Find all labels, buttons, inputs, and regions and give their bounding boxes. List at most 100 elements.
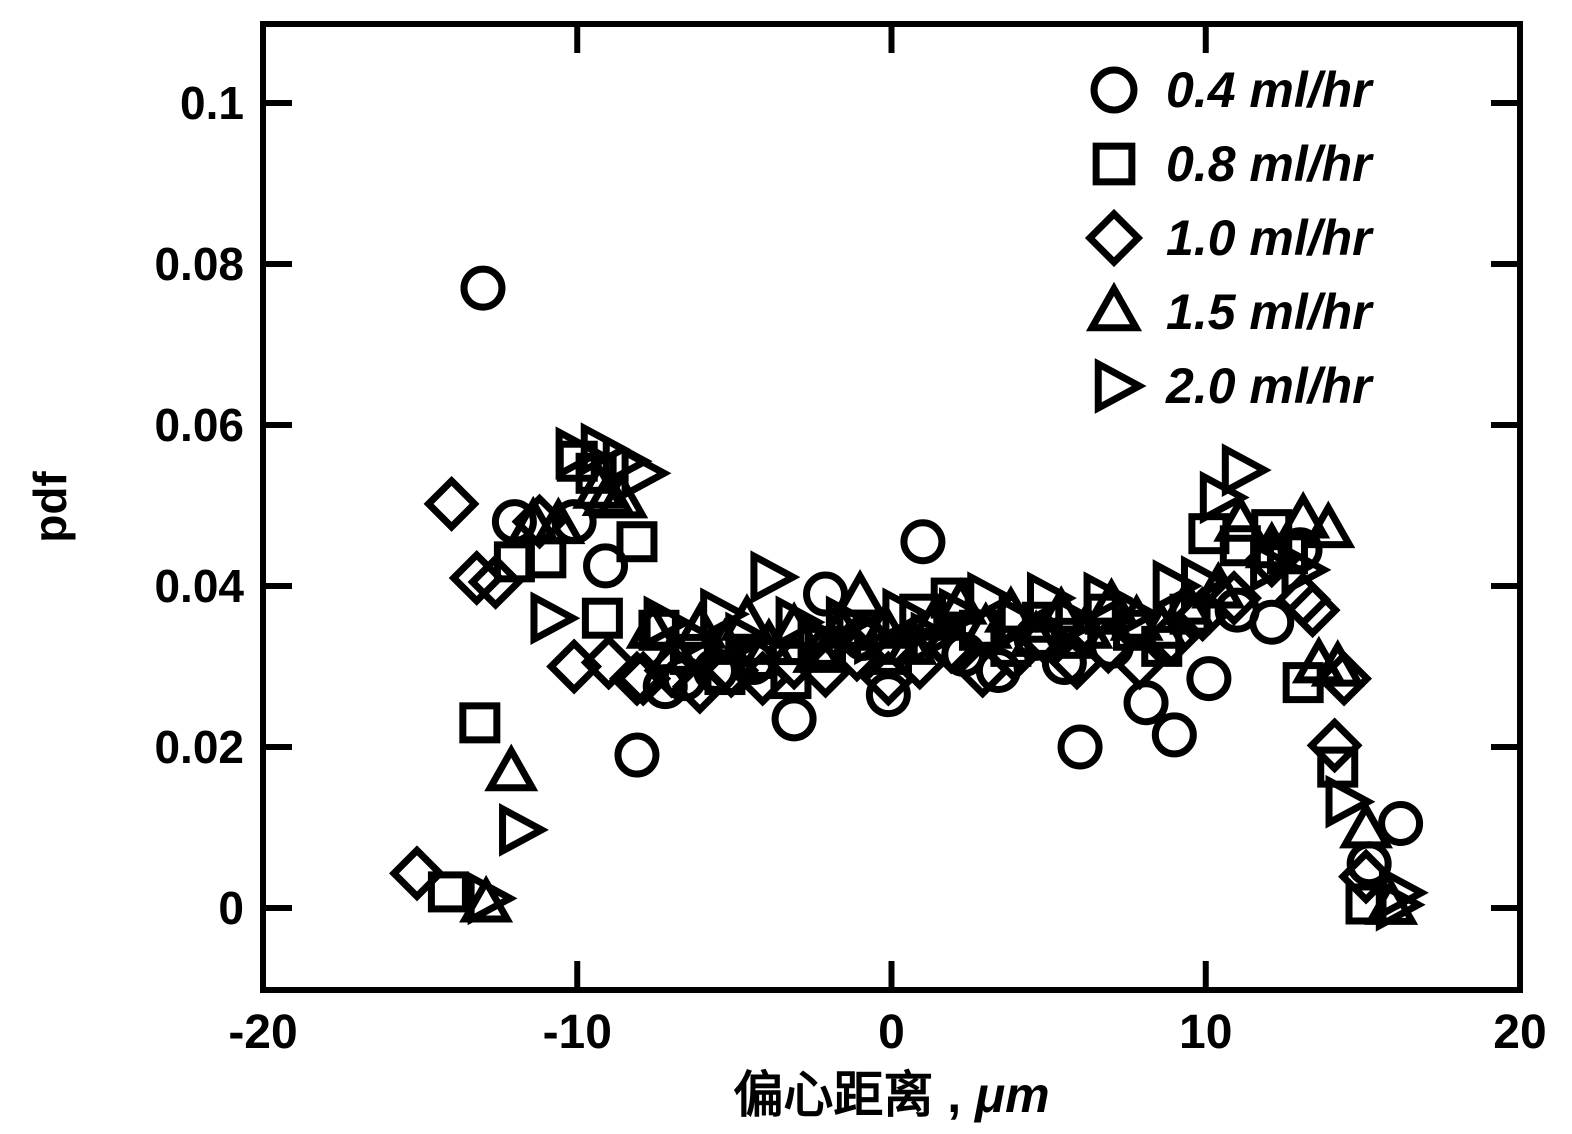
marker-circle bbox=[1378, 800, 1424, 846]
x-tick-labels: -20 -10 0 10 20 bbox=[228, 1006, 1546, 1059]
marker-triangle-up bbox=[792, 625, 847, 673]
marker-triangle-right bbox=[1378, 865, 1429, 920]
marker-triangle-right bbox=[467, 871, 518, 926]
marker-triangle-up bbox=[506, 495, 561, 544]
x-tick-label--10: -10 bbox=[543, 1006, 612, 1059]
marker-triangle-up bbox=[1301, 500, 1356, 549]
marker-circle bbox=[865, 672, 911, 718]
marker-triangle-right bbox=[1152, 559, 1203, 613]
marker-triangle-right bbox=[643, 595, 694, 650]
legend: 0.4 ml/hr 0.8 ml/hr 1.0 ml/hr 1.5 ml/hr 2.0 … bbox=[1084, 62, 1374, 414]
marker-diamond bbox=[1084, 208, 1144, 268]
marker-diamond bbox=[389, 845, 445, 902]
marker-circle bbox=[771, 696, 817, 742]
legend-item-2-0-ml-hr: 2.0 ml/hr bbox=[1094, 358, 1374, 414]
marker-triangle-right bbox=[750, 550, 801, 605]
marker-triangle-right bbox=[671, 611, 722, 666]
marker-triangle-up bbox=[459, 874, 514, 923]
marker-triangle-right bbox=[621, 446, 672, 501]
axis-ticks bbox=[260, 27, 1523, 987]
marker-triangle-right bbox=[725, 611, 776, 666]
marker-triangle-up bbox=[1059, 601, 1114, 649]
marker-triangle-right bbox=[910, 611, 961, 666]
marker-diamond bbox=[1316, 650, 1372, 707]
marker-triangle-right bbox=[1281, 543, 1332, 597]
marker-triangle-up bbox=[572, 461, 627, 509]
marker-diamond bbox=[1206, 570, 1262, 627]
marker-triangle-up bbox=[1085, 281, 1143, 332]
marker-triangle-up bbox=[1009, 609, 1064, 657]
marker-triangle-up bbox=[1134, 601, 1189, 649]
marker-triangle-right bbox=[825, 595, 876, 650]
marker-diamond bbox=[1306, 717, 1363, 774]
x-tick-label--20: -20 bbox=[228, 1006, 297, 1059]
marker-circle bbox=[1151, 712, 1197, 758]
marker-triangle-right bbox=[1094, 358, 1147, 414]
marker-circle bbox=[583, 543, 629, 589]
marker-square bbox=[459, 702, 501, 744]
marker-triangle-up bbox=[833, 568, 888, 617]
y-tick-labels: 0 0.02 0.04 0.06 0.08 0.1 bbox=[154, 77, 244, 934]
marker-triangle-up bbox=[883, 617, 938, 665]
marker-diamond bbox=[467, 554, 524, 610]
marker-triangle-up bbox=[1339, 800, 1394, 849]
marker-circle bbox=[803, 571, 849, 617]
marker-triangle-right bbox=[797, 611, 848, 666]
marker-circle bbox=[1057, 724, 1103, 770]
y-tick-label-0.02: 0.02 bbox=[154, 721, 244, 773]
marker-circle bbox=[1186, 656, 1232, 702]
marker-circle bbox=[1123, 680, 1169, 726]
marker-triangle-up bbox=[697, 617, 752, 665]
y-tick-label-0.08: 0.08 bbox=[154, 238, 244, 290]
marker-square bbox=[427, 871, 469, 913]
y-tick-label-0.04: 0.04 bbox=[154, 560, 244, 612]
marker-triangle-up bbox=[531, 496, 586, 545]
x-axis-label: 偏心距离 , μm bbox=[733, 1067, 1049, 1123]
marker-triangle-right bbox=[998, 595, 1049, 650]
marker-square bbox=[581, 597, 623, 639]
x-tick-label-0: 0 bbox=[878, 1006, 905, 1059]
marker-diamond bbox=[1284, 582, 1341, 639]
legend-label: 0.8 ml/hr bbox=[1166, 136, 1374, 192]
legend-item-0-4-ml-hr: 0.4 ml/hr bbox=[1090, 62, 1374, 118]
marker-triangle-up bbox=[1276, 490, 1331, 539]
marker-triangle-right bbox=[700, 587, 751, 642]
marker-triangle-right bbox=[1055, 595, 1106, 650]
x-tick-label-20: 20 bbox=[1493, 1006, 1546, 1059]
marker-square bbox=[1092, 142, 1136, 186]
series-2-0-ml-hr bbox=[467, 422, 1429, 932]
marker-circle bbox=[614, 732, 660, 778]
marker-circle bbox=[900, 519, 946, 565]
marker-triangle-right bbox=[1083, 571, 1134, 625]
marker-triangle-up bbox=[1213, 494, 1268, 542]
legend-label: 0.4 ml/hr bbox=[1166, 62, 1374, 118]
x-tick-label-10: 10 bbox=[1179, 1006, 1232, 1059]
marker-triangle-right bbox=[1180, 555, 1231, 609]
y-tick-label-0: 0 bbox=[218, 882, 244, 934]
marker-triangle-right bbox=[530, 591, 581, 646]
marker-triangle-up bbox=[594, 470, 649, 519]
legend-label: 1.0 ml/hr bbox=[1166, 210, 1374, 266]
legend-item-1-0-ml-hr: 1.0 ml/hr bbox=[1084, 208, 1374, 268]
marker-diamond bbox=[580, 634, 637, 691]
marker-triangle-right bbox=[854, 611, 905, 666]
legend-item-0-8-ml-hr: 0.8 ml/hr bbox=[1092, 136, 1374, 192]
marker-triangle-right bbox=[499, 803, 549, 857]
y-axis-label: pdf bbox=[24, 471, 76, 543]
marker-triangle-right bbox=[1250, 539, 1300, 593]
marker-triangle-right bbox=[882, 587, 933, 642]
marker-diamond bbox=[1111, 634, 1168, 691]
marker-triangle-up bbox=[1310, 639, 1365, 687]
y-tick-label-0.06: 0.06 bbox=[154, 399, 244, 451]
legend-item-1-5-ml-hr: 1.5 ml/hr bbox=[1085, 281, 1374, 340]
marker-diamond bbox=[448, 550, 505, 606]
marker-triangle-up bbox=[625, 601, 680, 649]
marker-circle bbox=[1249, 599, 1295, 645]
marker-triangle-right bbox=[1221, 443, 1272, 497]
marker-triangle-right bbox=[1325, 774, 1376, 829]
marker-triangle-right bbox=[555, 426, 606, 481]
y-tick-label-0.1: 0.1 bbox=[180, 77, 244, 129]
